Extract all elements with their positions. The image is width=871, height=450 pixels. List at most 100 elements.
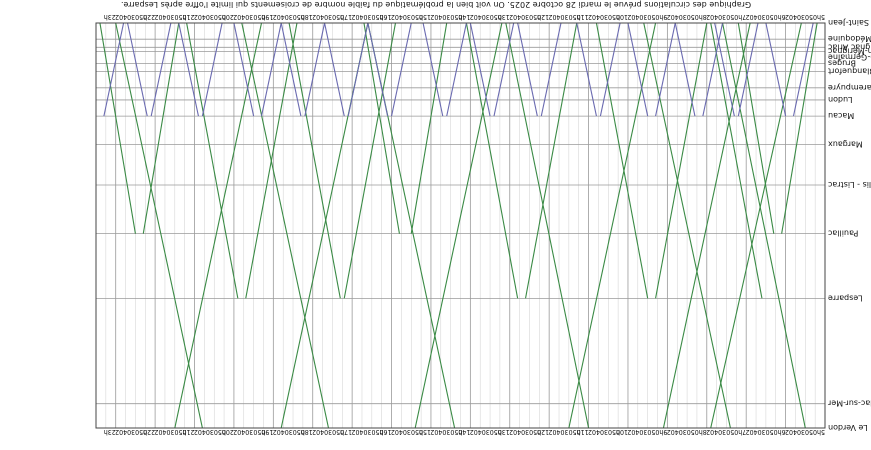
x-tick-label: 22h <box>143 13 155 21</box>
x-minor-tick-label: 05030402 <box>430 13 462 21</box>
x-tick-label: 20h <box>222 428 234 436</box>
train-path <box>245 22 298 299</box>
train-path <box>99 22 136 234</box>
train-path <box>655 22 676 117</box>
train-path <box>115 22 203 429</box>
x-minor-tick-label: 05030402 <box>667 13 699 21</box>
train-path <box>737 22 759 117</box>
x-tick-label: 23h <box>104 428 116 436</box>
x-tick-label: 6h <box>778 13 786 21</box>
train-path <box>765 22 787 117</box>
x-tick-label: 5h <box>817 13 825 21</box>
station-label: Margaux <box>828 140 863 149</box>
x-tick-label: 14h <box>458 13 470 21</box>
x-tick-label: 12h <box>537 428 549 436</box>
x-tick-label: 11h <box>577 13 589 21</box>
train-path <box>655 22 708 299</box>
x-minor-tick-label: 05030402 <box>115 428 147 436</box>
train-path <box>391 22 412 117</box>
train-path <box>304 22 326 117</box>
x-minor-tick-label: 05030402 <box>194 428 226 436</box>
x-tick-label: 7h <box>738 13 746 21</box>
x-tick-label: 19h <box>261 428 273 436</box>
station-labels: Bordeaux Saint-Jean Talence-MédoquineMéri… <box>827 18 871 432</box>
train-path <box>201 22 223 117</box>
train-path <box>367 22 389 117</box>
x-tick-label: 19h <box>261 13 273 21</box>
train-path <box>643 22 731 429</box>
major-grid <box>115 23 826 428</box>
x-tick-label: 15h <box>419 13 431 21</box>
x-minor-tick-label: 05030402 <box>273 13 305 21</box>
x-minor-tick-label: 05030402 <box>509 13 541 21</box>
station-label: Lesparre <box>828 293 863 302</box>
x-tick-label: 22h <box>143 428 155 436</box>
x-minor-tick-label: 05030402 <box>154 428 186 436</box>
station-label: Ludon <box>828 95 852 104</box>
train-path <box>126 22 148 117</box>
x-minor-tick-label: 05030402 <box>746 13 778 21</box>
x-tick-label: 21h <box>182 428 194 436</box>
train-path <box>599 22 621 117</box>
x-tick-label: 14h <box>458 428 470 436</box>
train-path <box>174 22 263 429</box>
train-path <box>280 22 302 117</box>
x-tick-label: 7h <box>738 428 746 436</box>
station-label: Moulis - Listrac <box>828 180 871 189</box>
station-label: Le Verdon <box>828 423 868 432</box>
train-path <box>347 22 369 117</box>
station-label: Bruges <box>828 59 856 68</box>
train-path <box>343 22 397 299</box>
x-minor-tick-label: 05030402 <box>706 428 738 436</box>
x-tick-label: 16h <box>380 428 392 436</box>
train-path <box>103 22 125 117</box>
train-path <box>710 22 802 429</box>
minor-grid <box>95 23 816 428</box>
x-tick-label: 23h <box>104 13 116 21</box>
x-tick-label: 8h <box>699 428 707 436</box>
train-path <box>414 22 503 429</box>
x-tick-labels-top: 5h050304026h050304027h050304028h05030402… <box>104 428 825 436</box>
x-minor-tick-label: 05030402 <box>154 13 186 21</box>
x-tick-label: 5h <box>817 428 825 436</box>
train-path <box>233 22 255 117</box>
x-minor-tick-label: 05030402 <box>549 428 581 436</box>
train-path <box>324 22 345 117</box>
train-path <box>540 22 562 117</box>
train-path <box>576 22 597 117</box>
train-path <box>241 22 330 429</box>
x-minor-tick-label: 05030402 <box>115 13 147 21</box>
x-minor-tick-label: 05030402 <box>312 13 344 21</box>
x-minor-tick-label: 05030402 <box>627 428 659 436</box>
x-tick-label: 9h <box>659 13 667 21</box>
x-tick-label: 10h <box>616 13 628 21</box>
train-path <box>363 22 400 234</box>
x-tick-label: 17h <box>340 428 352 436</box>
train-path <box>662 22 751 429</box>
station-label: Caudéran-Mérignac <box>828 46 871 56</box>
train-path <box>781 22 818 234</box>
train-path <box>627 22 649 117</box>
x-tick-label: 12h <box>537 13 549 21</box>
train-path <box>178 22 199 117</box>
x-minor-tick-label: 05030402 <box>746 428 778 436</box>
x-minor-tick-label: 05030402 <box>391 13 423 21</box>
station-lines <box>96 22 825 429</box>
x-minor-tick-label: 05030402 <box>667 428 699 436</box>
x-minor-tick-label: 05030402 <box>627 13 659 21</box>
x-minor-tick-label: 05030402 <box>351 428 383 436</box>
train-path <box>410 22 448 234</box>
x-tick-label: 13h <box>498 428 510 436</box>
x-minor-tick-label: 05030402 <box>194 13 226 21</box>
x-tick-label: 8h <box>699 13 707 21</box>
x-minor-tick-label: 05030402 <box>273 428 305 436</box>
train-path <box>422 22 444 117</box>
train-path <box>505 22 590 429</box>
train-path <box>737 22 775 234</box>
x-tick-label: 10h <box>616 428 628 436</box>
x-minor-tick-label: 05030402 <box>588 13 620 21</box>
station-label: Parempuyre <box>828 83 871 92</box>
train-path <box>595 22 649 299</box>
